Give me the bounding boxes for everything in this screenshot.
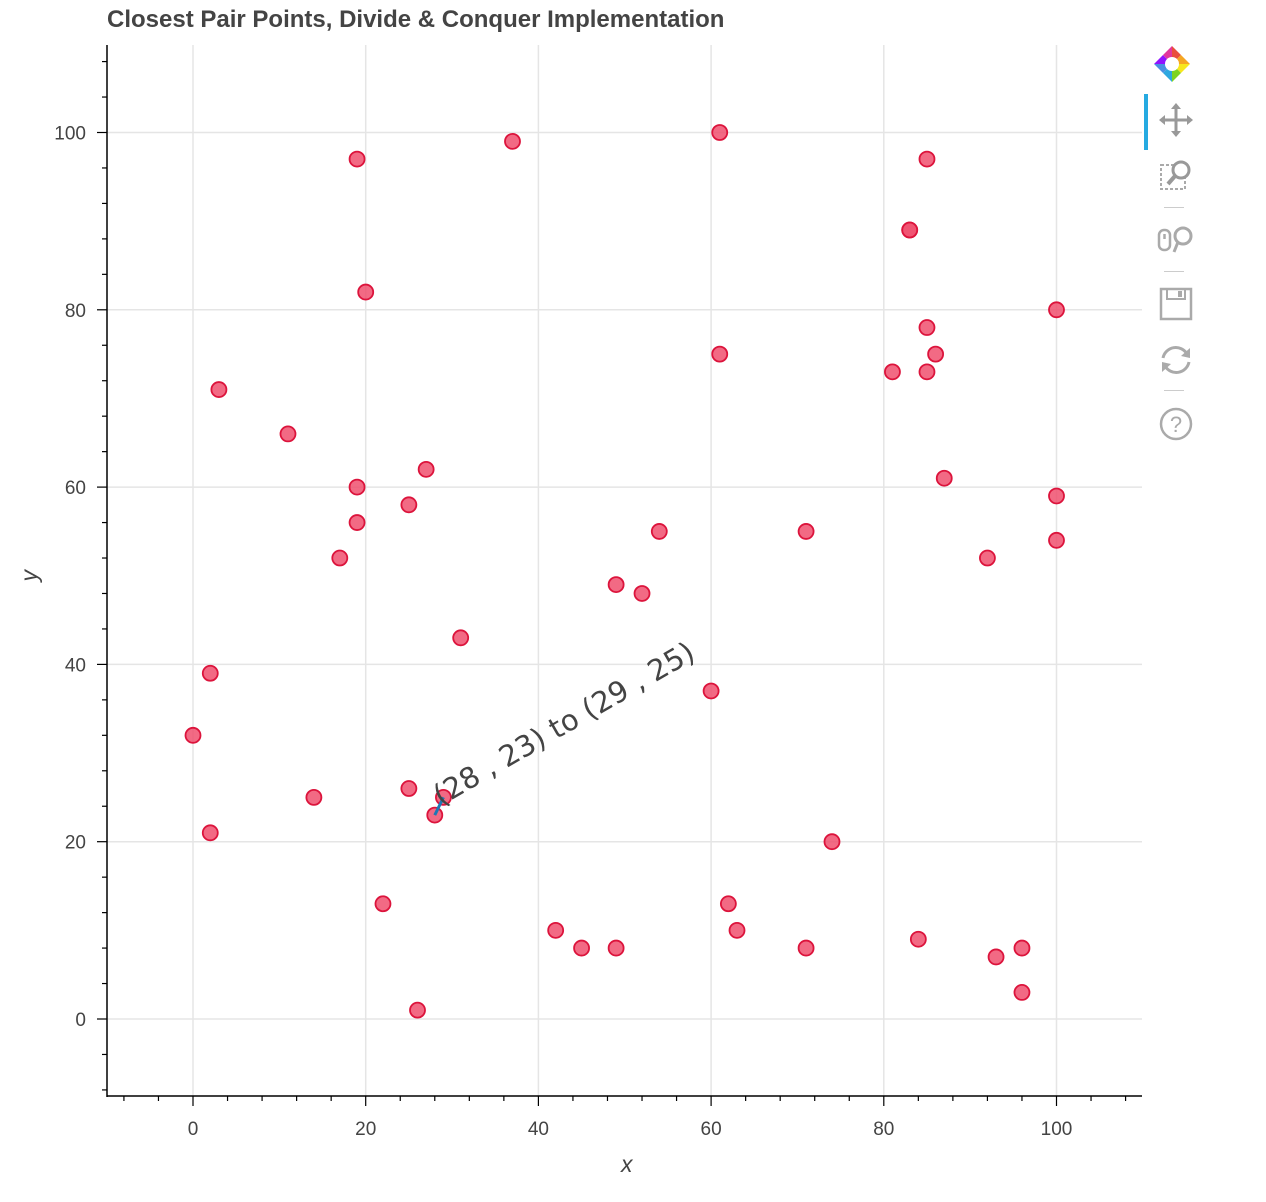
y-tick-label: 80 (65, 301, 86, 322)
data-point[interactable] (201, 824, 219, 842)
data-point[interactable] (504, 132, 521, 150)
data-point[interactable] (348, 478, 366, 496)
y-tick-label: 0 (75, 1010, 86, 1031)
x-tick-label: 60 (701, 1119, 722, 1140)
data-point[interactable] (987, 948, 1005, 966)
data-point[interactable] (374, 895, 392, 913)
x-tick-label: 20 (355, 1119, 376, 1140)
chart-title: Closest Pair Points, Divide & Conquer Im… (107, 6, 725, 33)
data-point[interactable] (210, 381, 228, 398)
closest-pair-label: (28 , 23) to (29 , 25) (427, 635, 700, 812)
y-tick-label: 100 (54, 124, 86, 145)
data-point[interactable] (1048, 487, 1065, 505)
plot-toolbar: ? (1144, 40, 1206, 460)
data-point[interactable] (1048, 301, 1065, 319)
data-point[interactable] (573, 939, 590, 957)
data-point[interactable] (331, 549, 349, 567)
data-point[interactable] (279, 425, 297, 443)
data-point[interactable] (935, 469, 953, 487)
data-point[interactable] (711, 345, 729, 363)
reset-icon[interactable] (1156, 340, 1196, 380)
data-point[interactable] (1048, 531, 1065, 549)
data-point[interactable] (400, 496, 418, 514)
save-icon[interactable] (1156, 284, 1196, 324)
data-point[interactable] (797, 523, 815, 540)
box-zoom-icon[interactable] (1156, 156, 1196, 196)
pan-icon[interactable] (1156, 100, 1196, 140)
axes: 0 20 40 60 80 100 0 20 40 60 80 100 (54, 45, 1142, 1140)
data-point[interactable] (650, 523, 668, 540)
data-point[interactable] (400, 780, 418, 797)
y-axis-label: y (16, 569, 42, 584)
active-tool-indicator (1144, 94, 1148, 150)
data-point[interactable] (409, 1001, 426, 1019)
data-point[interactable] (184, 726, 202, 744)
data-point[interactable] (823, 833, 841, 851)
data-point[interactable] (918, 150, 936, 168)
wheel-zoom-icon[interactable] (1156, 220, 1196, 260)
x-tick-label: 0 (188, 1119, 199, 1140)
toolbar-divider (1164, 207, 1184, 208)
grid-lines (107, 45, 1142, 1096)
y-tick-label: 20 (65, 833, 86, 854)
help-icon[interactable]: ? (1156, 404, 1196, 444)
closest-pair (433, 796, 445, 816)
data-point[interactable] (728, 921, 746, 939)
x-tick-label: 80 (873, 1119, 894, 1140)
toolbar-divider (1164, 390, 1184, 391)
data-point[interactable] (357, 283, 375, 301)
data-point[interactable] (909, 930, 927, 948)
svg-text:?: ? (1170, 412, 1182, 437)
data-point[interactable] (633, 585, 651, 602)
closest-pair-annotation: (28 , 23) to (29 , 25) (427, 635, 700, 812)
data-point[interactable] (1013, 984, 1031, 1001)
data-point[interactable] (201, 664, 219, 682)
data-point[interactable] (918, 319, 936, 336)
closest-pair-line (433, 796, 445, 816)
data-point[interactable] (452, 629, 470, 647)
data-point[interactable] (305, 788, 323, 806)
x-tick-label: 40 (528, 1119, 549, 1140)
data-point[interactable] (702, 682, 720, 700)
data-point[interactable] (417, 460, 435, 478)
data-point[interactable] (719, 895, 737, 913)
data-point[interactable] (979, 549, 996, 567)
data-point[interactable] (711, 124, 729, 141)
data-point[interactable] (547, 921, 565, 939)
data-points (184, 124, 1065, 1019)
bokeh-logo-icon[interactable] (1150, 42, 1194, 86)
y-tick-label: 60 (65, 478, 86, 499)
x-tick-label: 100 (1041, 1119, 1073, 1140)
data-point[interactable] (348, 514, 366, 531)
y-tick-label: 40 (65, 655, 86, 676)
data-point[interactable] (1013, 939, 1031, 957)
data-point[interactable] (918, 363, 936, 381)
data-point[interactable] (607, 576, 625, 594)
data-point[interactable] (884, 363, 901, 381)
data-point[interactable] (797, 939, 815, 957)
data-point[interactable] (348, 150, 366, 168)
toolbar-divider (1164, 271, 1184, 272)
x-axis-label: x (620, 1151, 634, 1177)
data-point[interactable] (901, 221, 919, 239)
data-point[interactable] (927, 345, 945, 363)
data-point[interactable] (607, 939, 625, 957)
